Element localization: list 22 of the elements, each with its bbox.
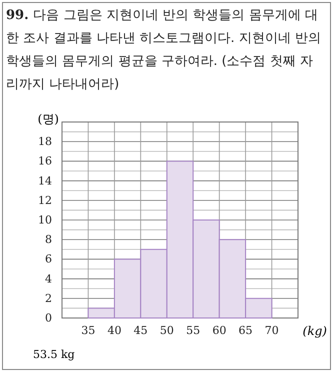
- y-tick-label: 4: [45, 272, 52, 286]
- x-tick-label: 35: [81, 324, 96, 337]
- y-tick-label: 10: [38, 214, 52, 227]
- x-tick-label: 55: [186, 324, 200, 337]
- y-tick-label: 12: [38, 194, 52, 207]
- x-tick-label: 65: [238, 324, 253, 337]
- y-tick-label: 6: [45, 252, 52, 266]
- x-tick-label: 50: [160, 324, 174, 337]
- y-tick-label: 16: [38, 154, 52, 168]
- chart-title: 99. 다음 그림은 지현이네 반의 학생들의 몸무게에 대한 조사 결과를 나타낸 히스토그램이다. 지현이네 반의 학생들의 몸무게의 평균을 구하여라. (소수점 첫째 자리까지 나타내어라): [6, 7, 322, 94]
- x-tick-label: 40: [107, 324, 122, 337]
- x-axis-title: (kg): [302, 324, 328, 338]
- text: 53.5 kg: [33, 348, 75, 361]
- y-tick-label: 14: [38, 174, 52, 188]
- x-tick-label: 70: [264, 324, 279, 337]
- y-tick-label: 2: [45, 292, 52, 305]
- x-tick-label: 45: [134, 324, 148, 337]
- y-axis-title: (명): [38, 112, 59, 126]
- x-tick-label: 60: [212, 324, 226, 337]
- y-tick-label: 0: [45, 312, 52, 325]
- y-tick-label: 8: [45, 233, 52, 246]
- y-tick-label: 18: [38, 135, 52, 148]
